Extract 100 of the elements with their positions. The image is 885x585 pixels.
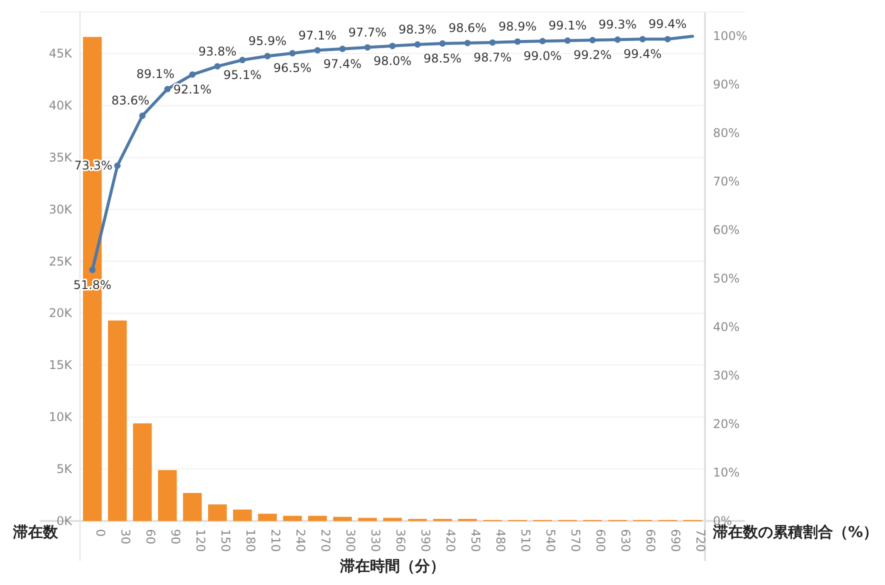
point [339,46,346,52]
data-label: 95.9% [248,34,287,48]
y2-tick-label: 20% [713,417,740,432]
data-label: 99.3% [598,18,637,32]
y-tick-label: 10K [48,410,74,424]
y-tick-label: 30K [48,202,74,216]
x-tick-label: 30 [118,529,132,544]
point [564,37,571,44]
x-tick-label: 390 [418,529,433,552]
data-label: 98.0% [373,54,412,68]
x-tick-label: 420 [444,529,458,552]
point [514,38,521,45]
point [639,36,646,42]
x-tick-label: 720 [694,529,708,552]
y-tick-label: 15K [48,358,74,372]
y2-tick-label: 70% [713,174,740,189]
x-tick-label: 600 [594,529,608,552]
x-axis-title: 滞在時間（分） [339,557,445,575]
data-label: 96.5% [273,61,312,76]
point [214,63,221,70]
x-tick-label: 330 [368,529,382,552]
x-tick-label: 570 [568,529,583,552]
data-label: 89.1% [136,67,174,82]
point [539,38,546,44]
x-tick-label: 450 [468,529,483,552]
point [439,40,446,47]
bar [258,514,277,521]
point [239,56,246,64]
x-tick-label: 300 [343,529,358,552]
x-tick-label: 510 [518,529,533,552]
data-label: 99.1% [548,18,587,33]
data-label: 98.6% [448,21,487,36]
bar [358,518,377,521]
data-label: 98.5% [423,52,462,66]
y-tick-label: 20K [48,306,74,320]
x-tick-label: 150 [218,529,232,552]
bar [333,516,352,521]
point [289,50,296,56]
point [389,42,396,50]
x-tick-label: 210 [268,529,282,552]
y-tick-label: 0K [56,514,74,528]
data-label: 99.0% [523,49,562,64]
x-tick-label: 630 [618,529,633,552]
bar [183,492,202,521]
y-tick-label: 25K [48,254,74,268]
bar [208,504,227,521]
bar [133,423,152,521]
data-label: 98.3% [398,22,437,36]
y2-tick-label: 90% [713,78,740,92]
x-tick-label: 660 [644,529,658,552]
y-tick-label: 5K [56,462,74,476]
point [314,47,321,54]
data-label: 99.2% [574,48,612,62]
y-tick-label: 45K [48,46,74,61]
y2-axis-title: 滞在数の累積割合（%） [712,523,878,541]
bar [283,516,302,521]
data-label: 93.8% [198,44,236,58]
x-tick-label: 360 [394,529,408,552]
point [464,40,471,46]
point [164,86,171,92]
point [664,36,671,42]
x-tick-label: 690 [668,529,683,552]
data-label: 99.4% [624,47,662,62]
data-label: 97.7% [348,25,387,40]
y2-tick-label: 40% [713,320,740,334]
point [89,266,96,274]
data-label: 99.4% [648,17,687,32]
x-tick-label: 240 [293,529,308,552]
bar [308,516,327,521]
x-tick-label: 180 [243,529,258,552]
x-tick-label: 0 [93,529,108,537]
point [614,36,621,43]
data-label: 83.6% [111,94,150,108]
point [189,71,196,78]
y-tick-label: 40K [48,98,74,112]
x-tick-label: 90 [168,529,182,544]
point [589,36,596,44]
y2-tick-label: 60% [713,223,740,238]
point [264,52,271,60]
y2-tick-label: 10% [713,466,740,480]
y-axis-title: 滞在数 [12,523,59,541]
bar [383,518,402,521]
bar [233,510,252,521]
x-tick-label: 120 [193,529,208,552]
point [489,39,496,46]
point [414,41,421,48]
point [114,162,121,169]
y2-tick-label: 100% [713,29,748,44]
bar [108,320,127,521]
data-label: 97.4% [323,56,362,71]
x-tick-label: 60 [143,529,158,544]
data-label: 98.9% [498,20,537,34]
y2-tick-label: 80% [713,126,740,140]
data-label: 92.1% [173,82,212,97]
bar [158,470,177,521]
point [139,112,146,119]
y2-tick-label: 30% [713,368,740,383]
data-label: 98.7% [473,50,512,65]
x-tick-label: 540 [544,529,558,552]
point [364,44,371,51]
